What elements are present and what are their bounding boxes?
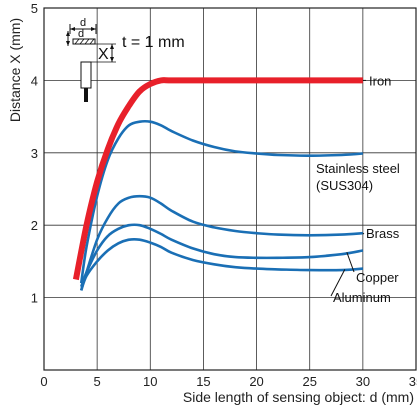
series-label-aluminum: Aluminum bbox=[333, 290, 391, 305]
x-axis-title: Side length of sensing object: d (mm) bbox=[183, 389, 414, 405]
series-label-iron: Iron bbox=[369, 73, 391, 88]
series-label-stainless: Stainless steel bbox=[316, 161, 400, 176]
y-tick-label: 5 bbox=[31, 1, 38, 16]
diagram-d-side: d bbox=[78, 28, 84, 40]
x-tick-label: 15 bbox=[196, 374, 210, 389]
y-tick-label: 1 bbox=[31, 291, 38, 306]
diagram-d-top: d bbox=[80, 17, 86, 29]
plot-frame bbox=[43, 7, 417, 371]
x-tick-label: 10 bbox=[143, 374, 157, 389]
x-tick-label: 5 bbox=[94, 374, 101, 389]
series-line-iron bbox=[72, 77, 363, 281]
series-line-stainless-steel-sus304 bbox=[79, 119, 364, 284]
thickness-annotation: t = 1 mm bbox=[122, 34, 185, 51]
series-label-brass: Brass bbox=[366, 226, 400, 241]
y-axis-title: Distance X (mm) bbox=[7, 18, 23, 122]
sensor-diagram: d d X bbox=[66, 17, 116, 102]
series-layer bbox=[72, 77, 364, 291]
x-tick-label: 0 bbox=[40, 374, 47, 389]
x-tick-label: 25 bbox=[302, 374, 316, 389]
sensor-cable bbox=[84, 88, 88, 102]
series-label-stainless: (SUS304) bbox=[316, 178, 373, 193]
series-label-copper-leader bbox=[346, 252, 355, 273]
x-tick-label: 35 bbox=[409, 374, 417, 389]
y-tick-label: 3 bbox=[31, 146, 38, 161]
sensor-body bbox=[80, 61, 92, 89]
series-label-copper: Copper bbox=[356, 270, 399, 285]
label-layer: Iron Stainless steel (SUS304) Brass Copper Al… bbox=[316, 73, 400, 305]
tick-layer: 0 5 10 15 20 25 30 35 1 2 3 4 5 bbox=[31, 1, 417, 389]
x-tick-label: 30 bbox=[356, 374, 370, 389]
series-label-brass-leader bbox=[362, 232, 365, 235]
series-line-brass bbox=[79, 194, 363, 291]
diagram-x: X bbox=[98, 46, 109, 63]
series-label-aluminum-leader bbox=[330, 269, 346, 297]
y-tick-label: 2 bbox=[31, 218, 38, 233]
series-line-aluminum bbox=[79, 237, 364, 291]
series-line-copper bbox=[79, 223, 364, 288]
x-tick-label: 20 bbox=[249, 374, 263, 389]
y-tick-label: 4 bbox=[31, 73, 38, 88]
